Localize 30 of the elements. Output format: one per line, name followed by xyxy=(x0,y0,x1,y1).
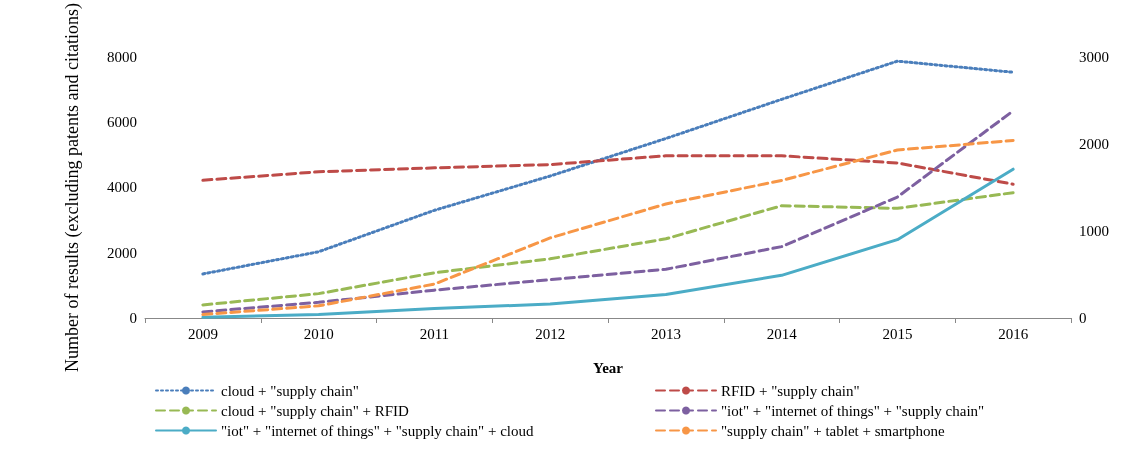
y-tick-label: 8000 xyxy=(107,48,137,65)
y2-tick-label: 2000 xyxy=(1079,135,1109,152)
y2-tick-label: 1000 xyxy=(1079,222,1109,239)
y-tick-label: 6000 xyxy=(107,114,137,131)
line-series xyxy=(201,167,1015,319)
legend-label: RFID + "supply chain" xyxy=(721,382,860,399)
y-tick-label: 2000 xyxy=(107,244,137,261)
x-axis-title: Year xyxy=(593,359,624,376)
x-tick-label: 2013 xyxy=(650,325,681,342)
x-tick-label: 2014 xyxy=(766,325,798,342)
line-series xyxy=(201,138,1015,317)
x-tick-label: 2010 xyxy=(303,325,334,342)
y-tick-label: 4000 xyxy=(107,179,137,196)
x-tick-label: 2016 xyxy=(998,325,1029,342)
legend-label: cloud + "supply chain" xyxy=(221,382,359,399)
legend-label: "iot" + "internet of things" + "supply chain" xyxy=(721,402,985,419)
y-tick-label: 0 xyxy=(129,310,137,326)
x-tick-label: 2011 xyxy=(419,325,450,342)
x-tick-label: 2009 xyxy=(187,325,218,342)
x-tick-label: 2015 xyxy=(882,325,913,342)
y2-tick-label: 0 xyxy=(1079,310,1087,326)
line-series xyxy=(201,191,1015,307)
line-series xyxy=(201,59,1015,276)
legend-label: "supply chain" + tablet + smartphone xyxy=(721,422,946,439)
x-tick-label: 2012 xyxy=(535,325,566,342)
legend-label: cloud + "supply chain" + RFID xyxy=(221,402,410,419)
line-series xyxy=(201,154,1015,186)
legend-label: "iot" + "internet of things" + "supply chain" + cloud xyxy=(221,422,534,439)
y2-tick-label: 3000 xyxy=(1079,48,1109,65)
y-axis-title: Number of results (excluding patents and citations) xyxy=(62,3,83,372)
